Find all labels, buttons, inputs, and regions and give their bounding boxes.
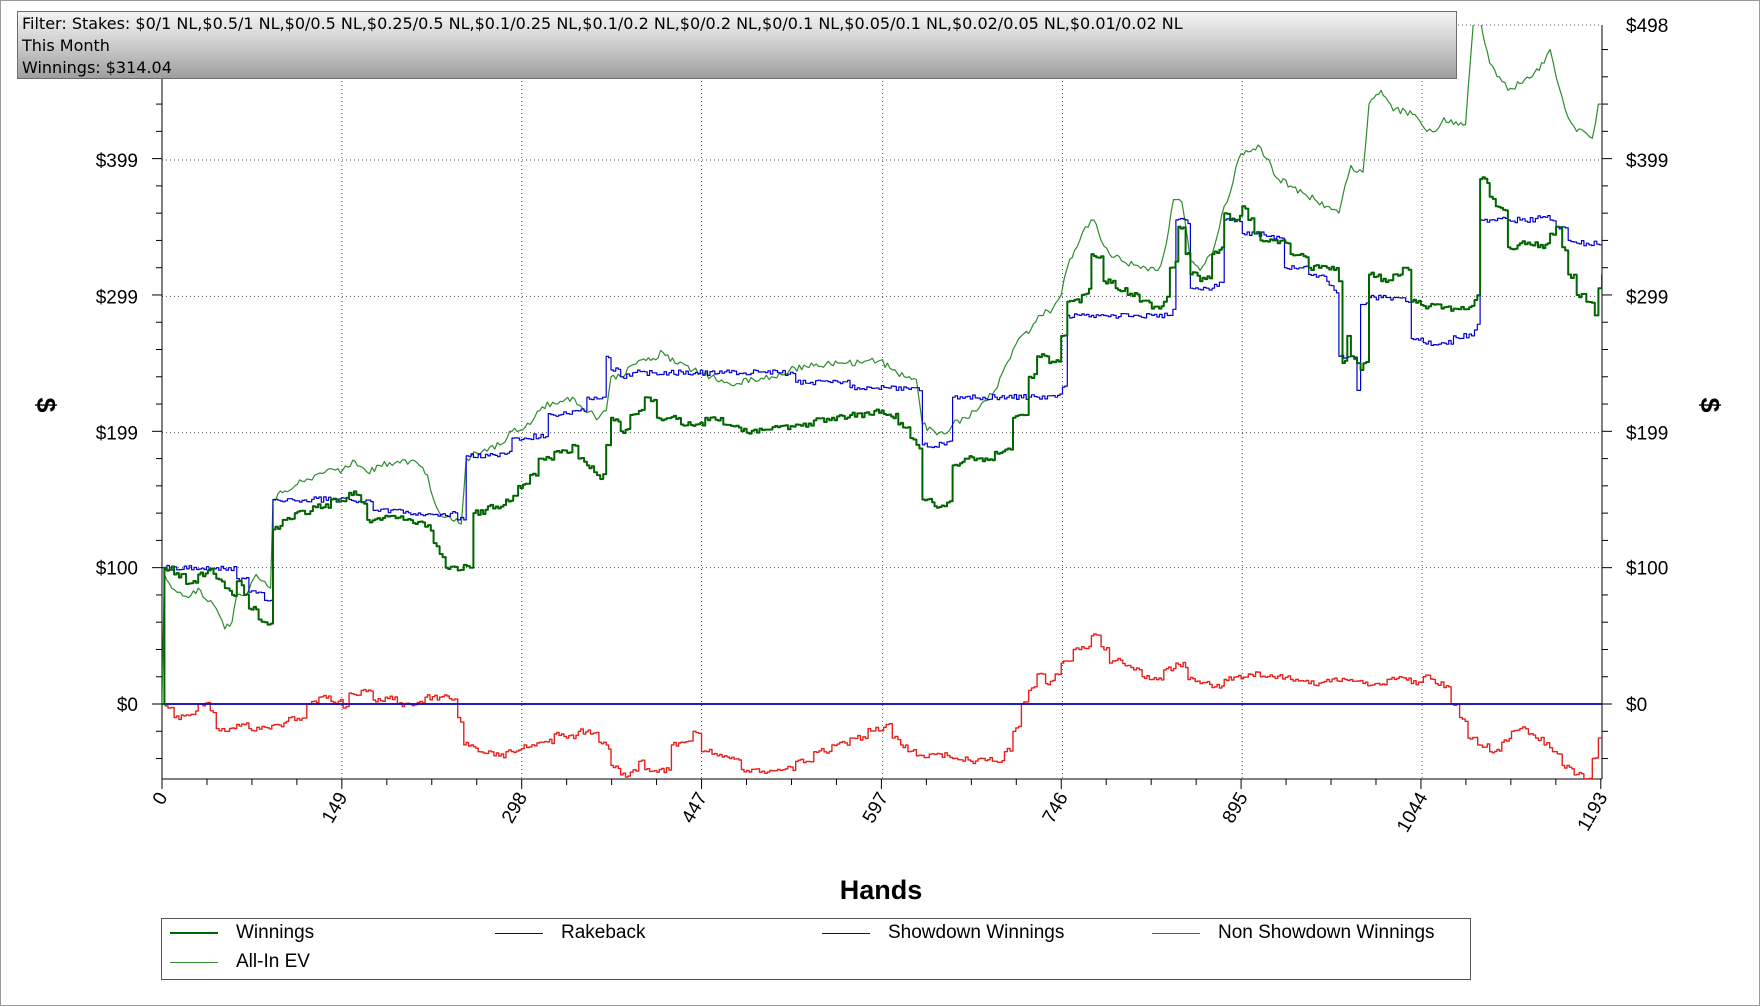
- axes: [152, 25, 1612, 789]
- y-tick-label-left: $399: [96, 151, 138, 172]
- y-axis-title-right: $: [1695, 397, 1725, 412]
- y-tick-label-right: $299: [1626, 287, 1668, 308]
- legend-label-rakeback: Rakeback: [561, 922, 646, 943]
- grid: [162, 24, 1602, 779]
- x-tick-label: 298: [498, 789, 532, 827]
- x-tick-label: 0: [149, 789, 172, 809]
- y-tick-label-right: $399: [1626, 151, 1668, 172]
- y-tick-label-left: $100: [96, 559, 138, 580]
- series-showdown-winnings-line: [162, 215, 1602, 602]
- legend-label-non-showdown: Non Showdown Winnings: [1218, 922, 1435, 943]
- filter-text: Filter: Stakes: $0/1 NL,$0.5/1 NL,$0/0.5…: [22, 14, 1183, 33]
- x-tick-label: 597: [859, 789, 893, 827]
- x-axis-title: Hands: [840, 875, 923, 905]
- legend-swatch-winnings: [170, 932, 218, 934]
- y-tick-label-left: $0: [117, 695, 138, 716]
- filter-info-box: Filter: Stakes: $0/1 NL,$0.5/1 NL,$0/0.5…: [17, 11, 1457, 79]
- legend-label-all-in-ev: All-In EV: [236, 951, 310, 972]
- x-tick-label: 1044: [1393, 789, 1433, 836]
- x-tick-label: 895: [1219, 789, 1253, 827]
- legend-swatch-non-showdown: [1152, 932, 1200, 934]
- y-tick-label-right: $199: [1626, 424, 1668, 445]
- series-all-in-ev-line: [162, 25, 1602, 705]
- y-tick-label-left: $199: [96, 424, 138, 445]
- period-text: This Month: [22, 36, 110, 55]
- series-layer: [162, 25, 1602, 779]
- legend-label-showdown: Showdown Winnings: [888, 922, 1065, 943]
- winnings-text: Winnings: $314.04: [22, 58, 172, 77]
- x-tick-label: 447: [678, 789, 712, 827]
- legend: Winnings Rakeback Showdown Winnings Non …: [161, 918, 1471, 980]
- y-axis-title-left: $: [31, 397, 61, 412]
- y-tick-label-right: $498: [1626, 16, 1668, 37]
- legend-item-showdown: Showdown Winnings: [822, 921, 1064, 945]
- series-winnings-line: [162, 176, 1602, 705]
- x-tick-label: 149: [318, 789, 352, 827]
- series-non-showdown-winnings-line: [162, 633, 1602, 779]
- y-tick-label-left: $299: [96, 287, 138, 308]
- legend-label-winnings: Winnings: [236, 922, 315, 943]
- x-tick-label: 1193: [1574, 789, 1613, 835]
- axis-labels: $0 $0 $100 $100 $199 $199 $299 $299 $399 $399 $498…: [96, 16, 1669, 836]
- legend-item-rakeback: Rakeback: [495, 921, 646, 945]
- legend-item-all-in-ev: All-In EV: [170, 950, 310, 974]
- x-tick-label: 746: [1039, 789, 1073, 827]
- legend-item-non-showdown: Non Showdown Winnings: [1152, 921, 1435, 945]
- legend-swatch-all-in-ev: [170, 961, 218, 963]
- legend-item-winnings: Winnings: [170, 921, 314, 945]
- legend-swatch-showdown: [822, 932, 870, 934]
- legend-swatch-rakeback: [495, 932, 543, 934]
- y-tick-label-right: $0: [1626, 695, 1647, 716]
- y-tick-label-right: $100: [1626, 559, 1668, 580]
